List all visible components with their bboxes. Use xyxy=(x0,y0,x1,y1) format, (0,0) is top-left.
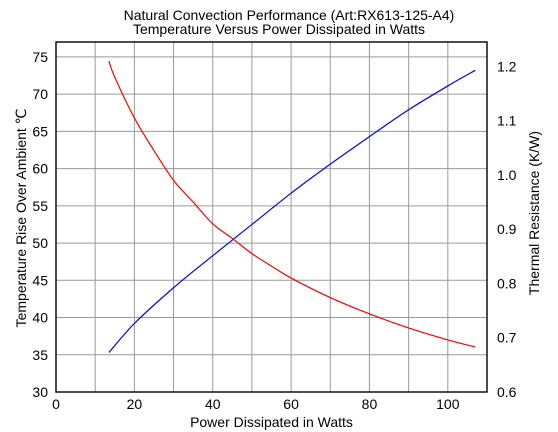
left-y-tick-label: 45 xyxy=(32,272,48,288)
right-y-tick-label: 1.1 xyxy=(497,113,517,129)
x-tick-labels: 0 20 40 60 80 100 xyxy=(52,396,460,412)
right-y-axis-label: Thermal Resistance (K/W) xyxy=(526,131,542,295)
left-y-tick-label: 50 xyxy=(32,235,48,251)
temperature-rise-line xyxy=(108,69,476,353)
x-tick-label: 0 xyxy=(52,396,60,412)
x-tick-label: 60 xyxy=(283,396,299,412)
right-y-tick-label: 0.7 xyxy=(497,330,517,346)
x-tick-label: 40 xyxy=(205,396,221,412)
chart-title: Natural Convection Performance (Art:RX61… xyxy=(123,7,455,23)
left-y-tick-label: 40 xyxy=(32,310,48,326)
right-y-tick-labels: 0.6 0.7 0.8 0.9 1.0 1.1 1.2 xyxy=(497,58,517,400)
left-y-tick-label: 65 xyxy=(32,123,48,139)
thermal-resistance-line xyxy=(108,60,476,348)
series-layer xyxy=(108,60,476,353)
left-y-tick-label: 35 xyxy=(32,347,48,363)
left-y-axis-label: Temperature Rise Over Ambient ℃ xyxy=(13,109,29,328)
left-y-tick-label: 60 xyxy=(32,161,48,177)
right-y-tick-label: 0.6 xyxy=(497,384,517,400)
chart-subtitle: Temperature Versus Power Dissipated in W… xyxy=(132,21,426,37)
left-y-tick-label: 30 xyxy=(32,384,48,400)
left-y-tick-label: 55 xyxy=(32,198,48,214)
left-y-tick-labels: 30 35 40 45 50 55 60 65 70 75 xyxy=(32,49,48,400)
left-y-tick-label: 75 xyxy=(32,49,48,65)
right-y-tick-label: 0.8 xyxy=(497,275,517,291)
left-y-tick-label: 70 xyxy=(32,86,48,102)
right-y-tick-label: 1.2 xyxy=(497,58,517,74)
x-tick-label: 100 xyxy=(436,396,460,412)
x-tick-label: 80 xyxy=(362,396,378,412)
plot-frame xyxy=(55,41,488,393)
x-tick-label: 20 xyxy=(127,396,143,412)
grid xyxy=(56,42,487,392)
x-axis-label: Power Dissipated in Watts xyxy=(190,414,353,430)
right-y-tick-label: 1.0 xyxy=(497,167,517,183)
right-y-tick-label: 0.9 xyxy=(497,221,517,237)
